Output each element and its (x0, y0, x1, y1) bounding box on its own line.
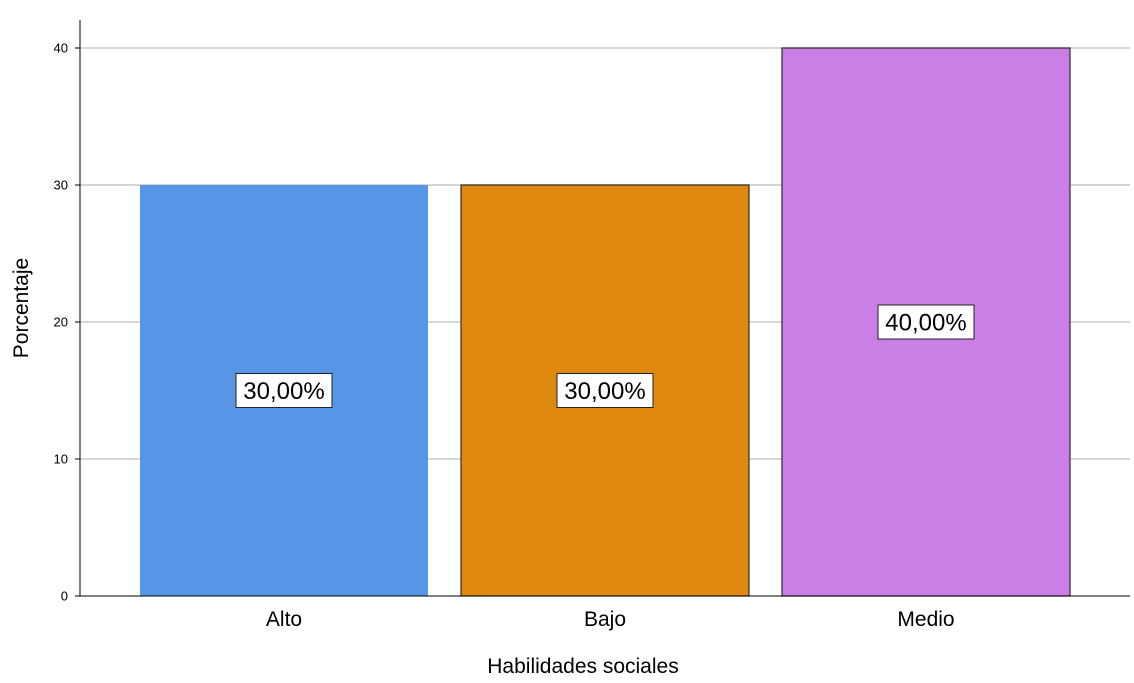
data-label-box (235, 373, 333, 408)
axes (79, 20, 1130, 597)
y-tick-label: 10 (54, 452, 68, 467)
data-label-bajo: 30,00% (564, 378, 645, 405)
x-tick-label-bajo: Bajo (584, 608, 626, 631)
data-label-alto: 30,00% (243, 378, 324, 405)
y-tick-label: 30 (54, 178, 68, 193)
y-axis-title: Porcentaje (10, 258, 33, 358)
y-tick-label: 20 (54, 315, 68, 330)
x-axis-title: Habilidades sociales (487, 655, 678, 678)
y-tick-label: 40 (54, 41, 68, 56)
data-labels: 30,00% 30,00% 40,00% (235, 304, 975, 408)
data-label-box (556, 373, 654, 408)
y-tick-labels: 0 10 20 30 40 (54, 41, 80, 604)
y-tick-label: 0 (61, 589, 68, 604)
x-tick-labels: Alto Bajo Medio (266, 608, 955, 631)
x-tick-label-medio: Medio (897, 608, 954, 631)
x-tick-label-alto: Alto (266, 608, 302, 631)
data-label-medio: 40,00% (885, 310, 966, 337)
data-label-box (877, 304, 975, 340)
